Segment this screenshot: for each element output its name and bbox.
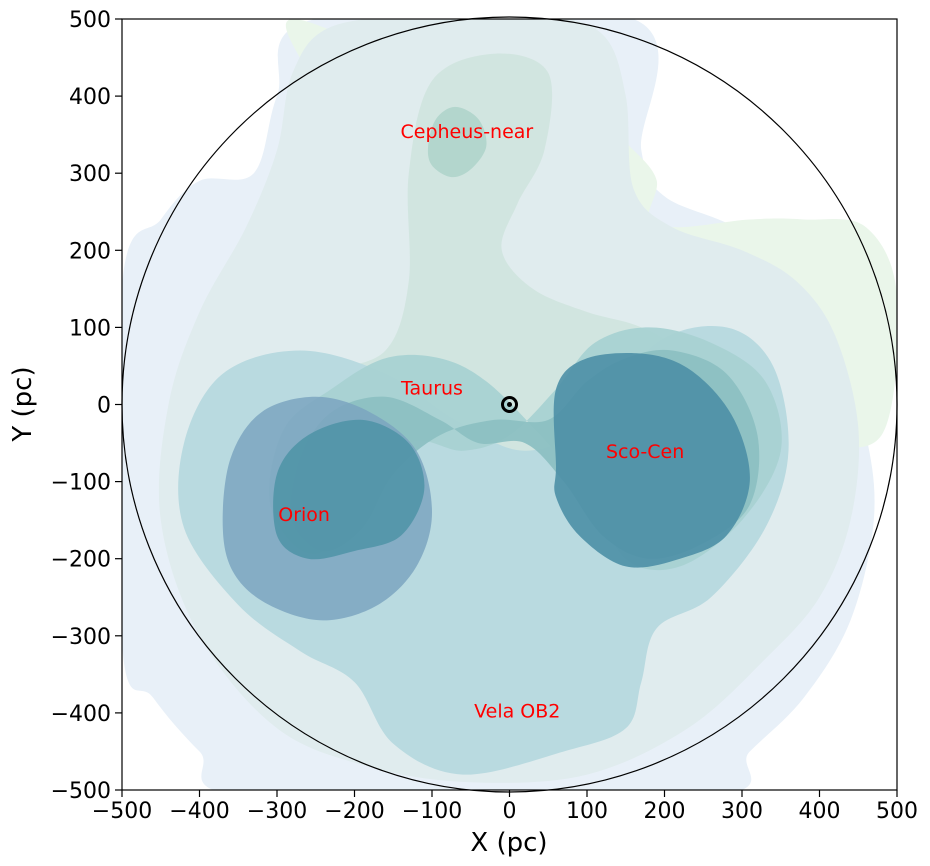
x-tick-label: 200 — [644, 799, 686, 824]
sun-ring — [501, 396, 518, 413]
y-tick-label: 300 — [69, 162, 111, 187]
x-axis-label: X (pc) — [470, 828, 547, 858]
x-tick-label: −300 — [247, 799, 307, 824]
x-tick-label: −400 — [169, 799, 229, 824]
y-tick-label: 500 — [69, 8, 111, 33]
y-tick-label: −200 — [51, 548, 111, 573]
x-tick-label: 400 — [799, 799, 841, 824]
sun-dot — [507, 402, 512, 407]
y-tick-label: −400 — [51, 702, 111, 727]
y-tick-label: −300 — [51, 625, 111, 650]
y-tick-label: 100 — [69, 316, 111, 341]
x-tick-label: −200 — [324, 799, 384, 824]
y-axis-label: Y (pc) — [8, 366, 38, 442]
x-tick-label: 500 — [876, 799, 918, 824]
y-tick-label: 0 — [97, 394, 111, 419]
density-contours — [122, 19, 897, 790]
x-axis-ticks: −500 −400 −300 −200 −100 0 100 200 300 400 500 — [92, 790, 918, 824]
y-tick-label: −100 — [51, 471, 111, 496]
x-tick-label: 0 — [503, 799, 517, 824]
region-label-vela-ob2: Vela OB2 — [474, 701, 560, 723]
region-label-orion: Orion — [278, 504, 330, 526]
x-tick-label: 300 — [721, 799, 763, 824]
region-label-cepheus-near: Cepheus-near — [401, 121, 534, 143]
contour-level-10 — [553, 352, 750, 568]
x-tick-label: −100 — [402, 799, 462, 824]
region-labels: Cepheus-near Taurus Sco-Cen Orion Vela OB2 — [278, 121, 684, 723]
y-tick-label: 400 — [69, 85, 111, 110]
contour-level-11 — [427, 106, 487, 178]
y-tick-label: 200 — [69, 239, 111, 264]
y-axis-ticks: −500 −400 −300 −200 −100 0 100 200 300 400 500 — [51, 8, 122, 804]
region-label-sco-cen: Sco-Cen — [606, 441, 684, 463]
y-tick-label: −500 — [51, 779, 111, 804]
x-tick-label: −500 — [92, 799, 152, 824]
x-tick-label: 100 — [566, 799, 608, 824]
sun-symbol — [501, 396, 518, 413]
region-label-taurus: Taurus — [400, 378, 463, 400]
contour-level-9 — [273, 419, 425, 560]
